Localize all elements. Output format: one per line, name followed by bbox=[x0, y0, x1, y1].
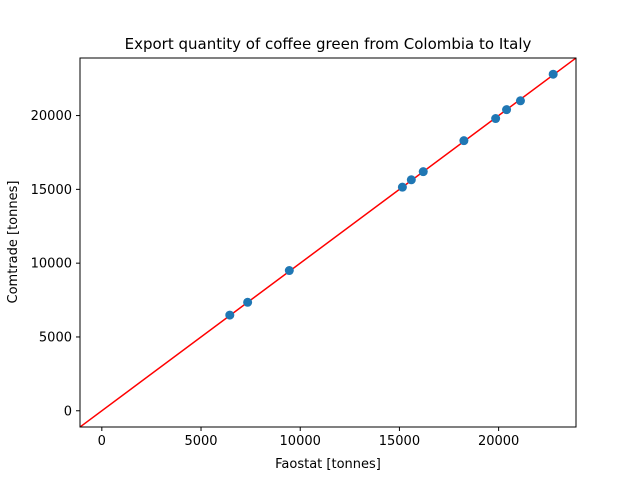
data-point bbox=[459, 136, 469, 146]
data-point bbox=[548, 69, 558, 79]
data-point bbox=[243, 297, 253, 307]
data-point bbox=[502, 105, 512, 115]
plot-frame bbox=[79, 57, 577, 428]
x-axis-title: Faostat [tonnes] bbox=[275, 457, 381, 472]
y-tick-label: 20000 bbox=[31, 109, 72, 124]
chart-title: Export quantity of coffee green from Col… bbox=[125, 35, 532, 53]
x-tick-label: 5000 bbox=[184, 434, 217, 449]
plot-area bbox=[80, 58, 576, 427]
data-point bbox=[397, 182, 407, 192]
y-tick-label: 0 bbox=[64, 404, 72, 419]
y-tick-label: 15000 bbox=[31, 183, 72, 198]
data-point bbox=[515, 96, 525, 106]
x-tick-label: 10000 bbox=[280, 434, 321, 449]
data-point bbox=[418, 167, 428, 177]
x-axis: 0 5000 10000 15000 20000 bbox=[98, 427, 519, 449]
data-point bbox=[491, 114, 501, 124]
x-tick-label: 15000 bbox=[379, 434, 420, 449]
data-point bbox=[225, 310, 235, 320]
y-axis: 0 5000 10000 15000 20000 bbox=[31, 109, 80, 419]
data-point bbox=[284, 266, 294, 276]
x-tick-label: 0 bbox=[98, 434, 106, 449]
x-tick-label: 20000 bbox=[478, 434, 519, 449]
y-tick-label: 5000 bbox=[39, 330, 72, 345]
data-point bbox=[406, 175, 416, 185]
y-axis-title: Comtrade [tonnes] bbox=[6, 181, 21, 304]
y-tick-label: 10000 bbox=[31, 257, 72, 272]
